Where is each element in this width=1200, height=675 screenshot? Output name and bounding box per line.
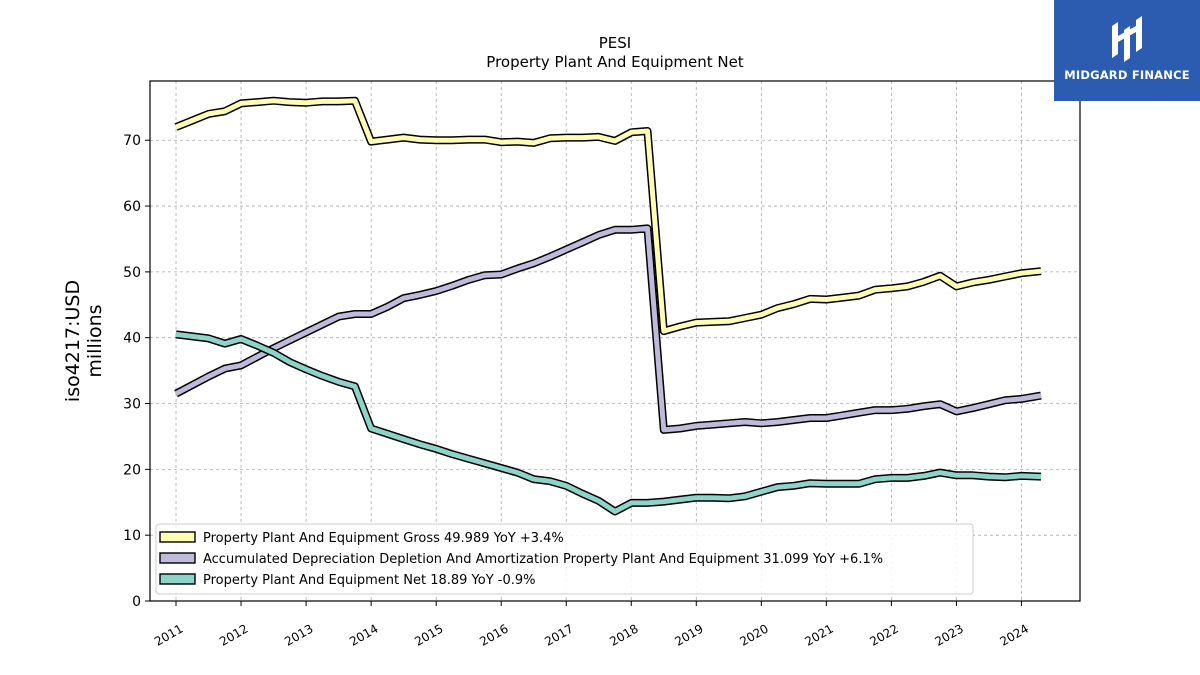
legend-swatch [159, 573, 196, 585]
y-tick-label: 10 [123, 528, 141, 544]
series-line-0 [175, 98, 1042, 334]
chart-subtitle: Property Plant And Equipment Net [486, 53, 743, 71]
y-axis-label-units: millions [84, 304, 106, 377]
legend-box [155, 523, 974, 595]
series-line-1 [174, 225, 1042, 433]
brand-logo: MIDGARD FINANCE [1054, 0, 1200, 101]
y-tick-label: 60 [123, 199, 141, 215]
legend-swatch [159, 531, 196, 543]
series-line-2 [175, 331, 1042, 514]
y-tick-label: 50 [123, 265, 141, 281]
y-axis: 0 10 20 30 40 50 60 70 [123, 133, 150, 610]
y-tick-label: 70 [123, 133, 141, 149]
y-tick-label: 20 [123, 462, 141, 478]
series-lines [174, 96, 1042, 516]
legend-label: Property Plant And Equipment Net 18.89 Y… [203, 573, 536, 588]
legend: Property Plant And Equipment Gross 49.98… [155, 523, 974, 595]
y-axis-label: iso4217:USD [62, 280, 84, 402]
y-tick-label: 0 [132, 594, 141, 610]
logo-mark-icon [1112, 16, 1142, 62]
y-tick-label: 30 [123, 397, 141, 413]
y-tick-label: 40 [123, 331, 141, 347]
logo-brand-text: MIDGARD FINANCE [1064, 68, 1190, 82]
chart-title: PESI [599, 34, 631, 52]
legend-label: Property Plant And Equipment Gross 49.98… [203, 531, 564, 546]
legend-label: Accumulated Depreciation Depletion And A… [203, 552, 883, 567]
plot-frame [149, 80, 1081, 602]
legend-swatch [159, 552, 196, 564]
